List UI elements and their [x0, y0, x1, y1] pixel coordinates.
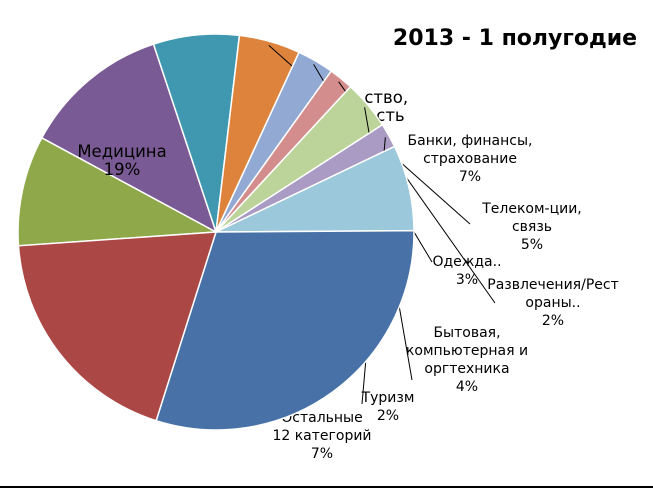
slice-percent-label: 19% — [104, 160, 141, 179]
slice-category-label: 12 категорий — [272, 428, 371, 444]
slice-category-label: Остальные — [281, 410, 362, 426]
slice-category-label: Банки, финансы, — [408, 133, 533, 149]
slice-percent-label: 7% — [311, 446, 333, 462]
chart-title: 2013 - 1 полугодие — [392, 26, 638, 51]
slice-percent-label: 7% — [459, 169, 481, 185]
pie-slice — [40, 43, 218, 234]
slice-category-label: Телеком-ции, — [481, 201, 582, 217]
slice-category-label: Развлечения/Рест — [487, 277, 618, 293]
slice-category-label: ораны.. — [525, 295, 580, 311]
bottom-divider — [0, 486, 653, 488]
slice-category-label: связь — [512, 219, 552, 235]
slice-percent-label: 2% — [542, 313, 564, 329]
slice-percent-label: 3% — [456, 272, 478, 288]
slice-category-label: компьютерная и — [406, 343, 528, 359]
pie-slice — [17, 136, 219, 247]
slice-percent-label: 2% — [377, 408, 399, 424]
slice-category-label: оргтехника — [424, 361, 509, 377]
slice-category-label: Медицина — [77, 142, 166, 161]
slice-percent-label: 5% — [521, 237, 543, 253]
slice-percent-label: 4% — [456, 379, 478, 395]
pie-slice — [17, 231, 218, 422]
slice-category-label: Одежда.. — [432, 254, 501, 270]
slice-category-label: Туризм — [361, 390, 415, 406]
slice-category-label: страхование — [423, 151, 517, 167]
pie-slice — [155, 229, 415, 431]
slice-category-label: Бытовая, — [433, 325, 500, 341]
